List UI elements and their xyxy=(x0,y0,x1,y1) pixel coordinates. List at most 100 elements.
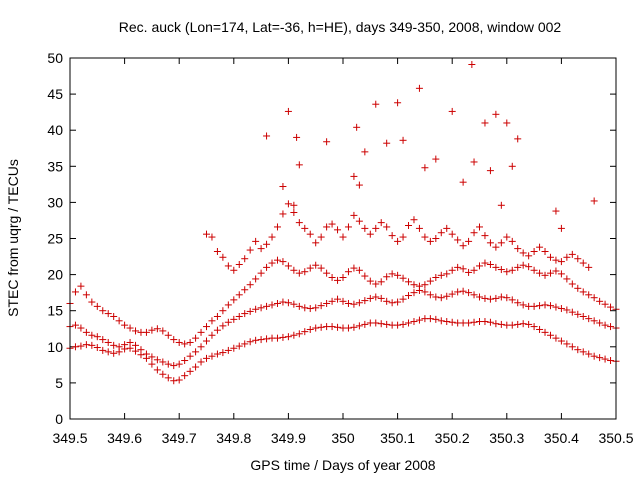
data-point xyxy=(235,342,243,350)
data-point xyxy=(192,334,200,342)
data-point xyxy=(224,262,232,270)
data-point xyxy=(377,294,385,302)
data-point xyxy=(492,294,500,302)
data-point xyxy=(181,372,189,380)
data-point xyxy=(552,303,560,311)
data-point xyxy=(257,269,265,277)
data-point xyxy=(388,232,396,240)
x-tick-label: 349.8 xyxy=(216,430,251,446)
data-point xyxy=(601,321,609,329)
data-point xyxy=(153,325,161,333)
data-point xyxy=(230,266,238,274)
data-point xyxy=(279,298,287,306)
data-point xyxy=(77,342,85,350)
data-point xyxy=(546,331,554,339)
data-point xyxy=(503,119,511,127)
data-point xyxy=(596,354,604,362)
data-point xyxy=(405,292,413,300)
data-point xyxy=(252,336,260,344)
data-point xyxy=(361,224,369,232)
data-point xyxy=(541,271,549,279)
y-tick-label: 45 xyxy=(47,86,63,102)
data-point xyxy=(492,110,500,118)
data-point xyxy=(273,299,281,307)
data-point xyxy=(530,247,538,255)
data-point xyxy=(263,302,271,310)
y-tick-label: 20 xyxy=(47,267,63,283)
data-point xyxy=(235,312,243,320)
data-point xyxy=(421,288,429,296)
data-point xyxy=(536,302,544,310)
data-point xyxy=(465,319,473,327)
data-point xyxy=(88,341,96,349)
data-point xyxy=(219,253,227,261)
data-point xyxy=(350,264,358,272)
data-point xyxy=(290,300,298,308)
data-point xyxy=(514,263,522,271)
data-point xyxy=(355,299,363,307)
data-point xyxy=(99,336,107,344)
data-point xyxy=(492,320,500,328)
data-point xyxy=(563,340,571,348)
data-point xyxy=(104,338,112,346)
data-point xyxy=(257,245,265,253)
data-point xyxy=(448,318,456,326)
data-point xyxy=(252,275,260,283)
data-point xyxy=(530,323,538,331)
data-point xyxy=(486,295,494,303)
data-point xyxy=(366,277,374,285)
y-axis-label: STEC from uqrg / TECUs xyxy=(5,159,21,317)
data-point xyxy=(339,273,347,281)
data-point xyxy=(366,230,374,238)
data-point xyxy=(514,245,522,253)
data-point xyxy=(241,286,249,294)
data-point xyxy=(415,84,423,92)
data-point xyxy=(454,263,462,271)
data-point xyxy=(601,355,609,363)
data-point xyxy=(454,288,462,296)
data-point xyxy=(142,350,150,358)
x-tick-label: 349.7 xyxy=(162,430,197,446)
data-point xyxy=(377,219,385,227)
data-point xyxy=(574,255,582,263)
data-point xyxy=(164,331,172,339)
data-point xyxy=(208,317,216,325)
data-point xyxy=(377,278,385,286)
data-point xyxy=(353,123,361,131)
data-point xyxy=(164,360,172,368)
data-point xyxy=(410,281,418,289)
data-point xyxy=(219,307,227,315)
data-point xyxy=(481,119,489,127)
data-point xyxy=(585,315,593,323)
data-point xyxy=(290,331,298,339)
data-point xyxy=(268,259,276,267)
data-point xyxy=(148,353,156,361)
data-point xyxy=(546,269,554,277)
data-point xyxy=(257,336,265,344)
data-point xyxy=(492,263,500,271)
data-point xyxy=(470,291,478,299)
data-point xyxy=(443,270,451,278)
data-point xyxy=(317,233,325,241)
data-point xyxy=(148,326,156,334)
data-point xyxy=(279,210,287,218)
y-tick-label: 35 xyxy=(47,158,63,174)
data-point xyxy=(519,249,527,257)
data-point xyxy=(383,223,391,231)
data-point xyxy=(306,230,314,238)
data-point xyxy=(339,297,347,305)
x-axis-label: GPS time / Days of year 2008 xyxy=(250,457,435,473)
data-point xyxy=(465,268,473,276)
axis-ticks: 349.5 349.6 349.7 349.8 349.9 350 350.1 350.2 35… xyxy=(47,50,633,446)
data-point xyxy=(388,270,396,278)
data-point xyxy=(77,324,85,332)
data-point xyxy=(213,326,221,334)
data-point xyxy=(290,201,298,209)
data-point xyxy=(590,317,598,325)
data-point xyxy=(481,232,489,240)
data-point xyxy=(448,230,456,238)
data-point xyxy=(246,281,254,289)
data-point xyxy=(579,288,587,296)
data-point xyxy=(399,320,407,328)
data-point xyxy=(159,327,167,335)
